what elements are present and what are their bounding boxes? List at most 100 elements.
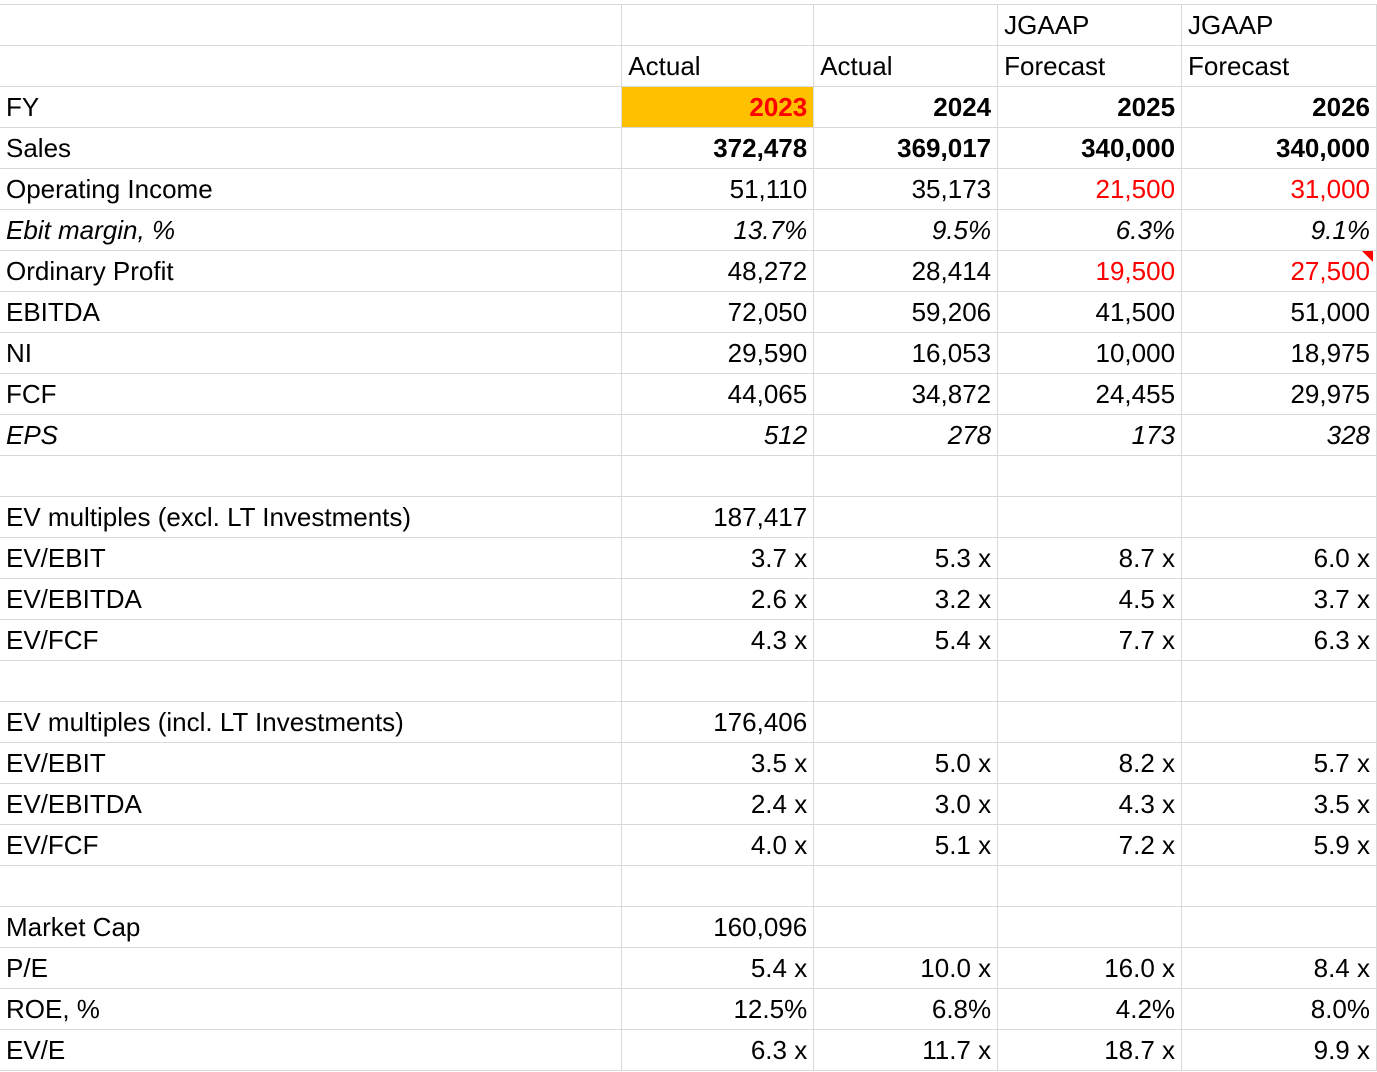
value-cell[interactable]: 9.5%: [813, 209, 999, 251]
row-label[interactable]: EV/EBITDA: [0, 783, 623, 825]
value-cell[interactable]: 4.3 x: [621, 619, 815, 661]
row-label[interactable]: EV/EBIT: [0, 742, 623, 784]
value-cell[interactable]: 512: [621, 414, 815, 456]
value-cell-red[interactable]: 21,500: [997, 168, 1183, 210]
value-cell[interactable]: 24,455: [997, 373, 1183, 415]
value-cell[interactable]: 6.8%: [813, 988, 999, 1030]
value-cell[interactable]: 48,272: [621, 250, 815, 292]
empty-cell[interactable]: [813, 455, 999, 497]
value-cell[interactable]: 7.7 x: [997, 619, 1183, 661]
empty-cell[interactable]: [0, 660, 623, 702]
cell-actual-2024[interactable]: Actual: [813, 45, 999, 87]
fy-label[interactable]: FY: [0, 86, 623, 128]
row-label[interactable]: Operating Income: [0, 168, 623, 210]
empty-cell[interactable]: [621, 865, 815, 907]
row-label[interactable]: EPS: [0, 414, 623, 456]
value-cell[interactable]: [813, 906, 999, 948]
empty-cell[interactable]: [0, 455, 623, 497]
value-cell[interactable]: 29,975: [1181, 373, 1377, 415]
value-cell[interactable]: 278: [813, 414, 999, 456]
empty-cell[interactable]: [813, 660, 999, 702]
value-cell[interactable]: 10.0 x: [813, 947, 999, 989]
value-cell[interactable]: 5.4 x: [621, 947, 815, 989]
value-cell[interactable]: 3.2 x: [813, 578, 999, 620]
row-label[interactable]: EV/FCF: [0, 619, 623, 661]
value-cell[interactable]: 8.7 x: [997, 537, 1183, 579]
value-cell-red[interactable]: 27,500: [1181, 250, 1377, 292]
value-cell[interactable]: 6.3%: [997, 209, 1183, 251]
row-label[interactable]: EV/EBIT: [0, 537, 623, 579]
value-cell-red[interactable]: 31,000: [1181, 168, 1377, 210]
value-cell[interactable]: 5.4 x: [813, 619, 999, 661]
value-cell[interactable]: 3.7 x: [621, 537, 815, 579]
row-label[interactable]: ROE, %: [0, 988, 623, 1030]
value-cell[interactable]: 51,110: [621, 168, 815, 210]
value-cell[interactable]: 3.7 x: [1181, 578, 1377, 620]
row-label[interactable]: EV/E: [0, 1029, 623, 1071]
value-cell[interactable]: 18,975: [1181, 332, 1377, 374]
value-cell[interactable]: 340,000: [997, 127, 1183, 169]
empty-cell[interactable]: [0, 865, 623, 907]
value-cell[interactable]: 340,000: [1181, 127, 1377, 169]
value-cell-red[interactable]: 19,500: [997, 250, 1183, 292]
value-cell[interactable]: 16,053: [813, 332, 999, 374]
value-cell[interactable]: 35,173: [813, 168, 999, 210]
value-cell[interactable]: 72,050: [621, 291, 815, 333]
value-cell[interactable]: 16.0 x: [997, 947, 1183, 989]
value-cell[interactable]: 5.0 x: [813, 742, 999, 784]
row-label[interactable]: NI: [0, 332, 623, 374]
value-cell[interactable]: 328: [1181, 414, 1377, 456]
value-cell[interactable]: 6.3 x: [1181, 619, 1377, 661]
row-label[interactable]: Sales: [0, 127, 623, 169]
cell-forecast-2025[interactable]: Forecast: [997, 45, 1183, 87]
value-cell[interactable]: 8.4 x: [1181, 947, 1377, 989]
row-label[interactable]: Market Cap: [0, 906, 623, 948]
value-cell[interactable]: 2.6 x: [621, 578, 815, 620]
value-cell[interactable]: 187,417: [621, 496, 815, 538]
cell-actual-2023[interactable]: Actual: [621, 45, 815, 87]
cell-forecast-2026[interactable]: Forecast: [1181, 45, 1377, 87]
value-cell[interactable]: 4.0 x: [621, 824, 815, 866]
value-cell[interactable]: 8.0%: [1181, 988, 1377, 1030]
cell-jgaap-2026[interactable]: JGAAP: [1181, 4, 1377, 46]
value-cell[interactable]: 10,000: [997, 332, 1183, 374]
empty-cell[interactable]: [997, 865, 1183, 907]
comment-indicator[interactable]: [1362, 251, 1373, 262]
value-cell[interactable]: 9.1%: [1181, 209, 1377, 251]
row-label[interactable]: EBITDA: [0, 291, 623, 333]
value-cell[interactable]: 7.2 x: [997, 824, 1183, 866]
value-cell[interactable]: 29,590: [621, 332, 815, 374]
row-label[interactable]: EV/FCF: [0, 824, 623, 866]
value-cell[interactable]: 173: [997, 414, 1183, 456]
value-cell[interactable]: 3.0 x: [813, 783, 999, 825]
row-label[interactable]: P/E: [0, 947, 623, 989]
empty-cell[interactable]: [997, 660, 1183, 702]
value-cell[interactable]: 5.1 x: [813, 824, 999, 866]
value-cell[interactable]: 41,500: [997, 291, 1183, 333]
row-label[interactable]: EV multiples (excl. LT Investments): [0, 496, 623, 538]
value-cell[interactable]: 176,406: [621, 701, 815, 743]
value-cell[interactable]: 44,065: [621, 373, 815, 415]
value-cell[interactable]: 13.7%: [621, 209, 815, 251]
value-cell[interactable]: 8.2 x: [997, 742, 1183, 784]
value-cell[interactable]: 6.0 x: [1181, 537, 1377, 579]
row-label[interactable]: FCF: [0, 373, 623, 415]
value-cell[interactable]: 4.3 x: [997, 783, 1183, 825]
row-label[interactable]: Ordinary Profit: [0, 250, 623, 292]
empty-cell[interactable]: [621, 660, 815, 702]
empty-cell[interactable]: [1181, 660, 1377, 702]
value-cell[interactable]: 160,096: [621, 906, 815, 948]
row-label[interactable]: Ebit margin, %: [0, 209, 623, 251]
value-cell[interactable]: [1181, 906, 1377, 948]
value-cell[interactable]: 369,017: [813, 127, 999, 169]
empty-cell[interactable]: [621, 455, 815, 497]
value-cell[interactable]: 2.4 x: [621, 783, 815, 825]
value-cell[interactable]: [997, 701, 1183, 743]
value-cell[interactable]: 28,414: [813, 250, 999, 292]
fy-2024[interactable]: 2024: [813, 86, 999, 128]
cell-b1[interactable]: [621, 4, 815, 46]
row-label[interactable]: EV/EBITDA: [0, 578, 623, 620]
value-cell[interactable]: 5.7 x: [1181, 742, 1377, 784]
value-cell[interactable]: 34,872: [813, 373, 999, 415]
value-cell[interactable]: 51,000: [1181, 291, 1377, 333]
